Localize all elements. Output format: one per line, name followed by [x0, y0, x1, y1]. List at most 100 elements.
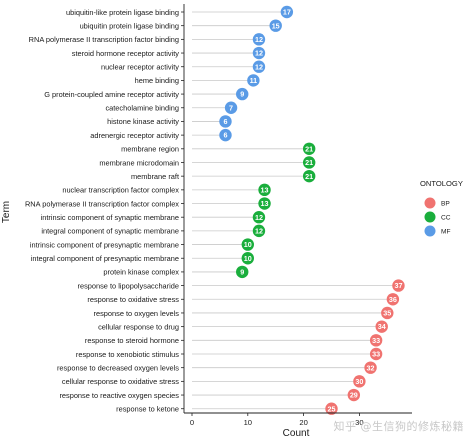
- y-tick-label: heme binding: [135, 76, 179, 85]
- watermark: 知乎 @生信狗的修炼秘籍: [333, 420, 464, 433]
- data-label: 11: [250, 76, 258, 85]
- data-point: [381, 306, 394, 320]
- y-tick-label: steroid hormone receptor activity: [72, 49, 180, 58]
- data-label: 25: [328, 404, 336, 413]
- y-tick-label: membrane region: [121, 145, 179, 154]
- y-tick-label: integral component of presynaptic membra…: [31, 254, 179, 263]
- y-tick-label: response to oxygen levels: [94, 309, 180, 318]
- data-label: 9: [240, 90, 244, 99]
- data-point: [241, 252, 254, 265]
- data-label: 12: [255, 62, 263, 71]
- y-tick-label: adrenergic receptor activity: [90, 131, 179, 140]
- data-label: 21: [305, 172, 313, 181]
- data-point: [302, 142, 316, 155]
- data-label: 10: [244, 240, 252, 249]
- data-label: 37: [394, 281, 402, 290]
- legend-swatch: [424, 197, 436, 209]
- y-tick-label: ubiquitin protein ligase binding: [80, 21, 179, 30]
- y-tick-label: ubiquitin-like protein ligase binding: [66, 8, 179, 17]
- y-tick-label: nuclear transcription factor complex: [62, 186, 179, 195]
- data-label: 12: [255, 213, 263, 222]
- y-tick-label: RNA polymerase II transcription factor c…: [25, 199, 179, 208]
- data-label: 12: [255, 226, 263, 235]
- y-tick-label: membrane raft: [131, 172, 179, 181]
- data-label: 15: [272, 21, 280, 30]
- data-point: [302, 156, 316, 169]
- y-tick-label: protein kinase complex: [103, 268, 179, 277]
- legend: ONTOLOGY BP CC MF: [420, 179, 463, 237]
- data-point: [269, 19, 282, 32]
- legend-label: BP: [441, 201, 450, 208]
- data-point: [347, 388, 361, 402]
- y-tick-label: response to steroid hormone: [85, 336, 179, 345]
- data-label: 30: [355, 377, 363, 386]
- y-tick-label: G protein-coupled amine receptor activit…: [44, 90, 179, 99]
- data-point: [369, 347, 383, 361]
- data-label: 6: [223, 117, 227, 126]
- x-tick-label: 0: [190, 418, 194, 427]
- data-label: 36: [389, 295, 397, 304]
- x-tick-label: 20: [299, 418, 307, 427]
- data-point: [258, 183, 271, 197]
- data-label: 12: [255, 35, 263, 44]
- legend-swatch: [424, 211, 436, 223]
- data-point: [392, 279, 405, 292]
- x-tick-label: 10: [244, 418, 252, 427]
- data-label: 21: [305, 158, 313, 167]
- data-label: 33: [372, 336, 380, 345]
- y-tick-label: RNA polymerase II transcription factor b…: [29, 35, 179, 44]
- data-point: [369, 334, 383, 347]
- y-tick-label: response to decreased oxygen levels: [57, 363, 179, 372]
- y-tick-label: integral component of synaptic membrane: [41, 227, 179, 236]
- data-point: [252, 211, 266, 224]
- data-point: [219, 128, 232, 142]
- y-axis: ubiquitin-like protein ligase binding ubi…: [25, 4, 185, 414]
- data-point: [258, 197, 271, 210]
- data-point: [252, 46, 266, 60]
- data-label: 29: [350, 391, 358, 400]
- y-tick-label: response to reactive oxygen species: [59, 391, 179, 400]
- data-label: 12: [255, 49, 263, 58]
- data-point: [236, 265, 249, 279]
- y-tick-label: response to oxidative stress: [87, 295, 179, 304]
- data-label: 21: [305, 144, 313, 153]
- y-axis-title: Term: [1, 201, 12, 223]
- data-label: 17: [283, 8, 291, 17]
- y-tick-label: response to ketone: [116, 405, 179, 414]
- data-label: 9: [240, 268, 244, 277]
- data-point: [353, 375, 366, 388]
- data-point: [236, 87, 249, 101]
- data-point: [280, 5, 294, 19]
- data-point: [247, 74, 260, 87]
- y-tick-label: membrane microdomain: [99, 158, 179, 167]
- y-tick-label: catecholamine binding: [105, 104, 179, 113]
- data-point: [241, 238, 254, 251]
- data-point: [364, 361, 377, 374]
- data-label: 35: [383, 309, 391, 318]
- data-label: 33: [372, 350, 380, 359]
- y-tick-label: cellular response to oxidative stress: [62, 377, 179, 386]
- y-tick-label: intrinsic component of synaptic membrane: [41, 213, 179, 222]
- y-tick-label: histone kinase activity: [107, 117, 179, 126]
- legend-label: CC: [441, 215, 451, 222]
- data-label: 6: [223, 131, 227, 140]
- y-tick-label: intrinsic component of presynaptic membr…: [30, 240, 179, 249]
- data-point: [219, 115, 232, 128]
- x-axis-title: Count: [283, 428, 310, 439]
- x-tick-label: 30: [355, 418, 363, 427]
- data-point: [252, 33, 266, 46]
- data-point: [375, 320, 388, 333]
- data-label: 10: [244, 254, 252, 263]
- data-label: 13: [261, 199, 269, 208]
- x-axis: 0 10 20 30: [184, 412, 412, 427]
- data-point: [224, 101, 238, 114]
- legend-title: ONTOLOGY: [420, 179, 463, 188]
- data-point: [302, 169, 316, 183]
- data-point: [252, 224, 266, 238]
- data-label: 13: [261, 185, 269, 194]
- data-point: [252, 60, 266, 73]
- legend-label: MF: [441, 229, 451, 236]
- y-tick-label: cellular response to drug: [98, 322, 179, 331]
- y-tick-label: response to xenobiotic stimulus: [76, 350, 179, 359]
